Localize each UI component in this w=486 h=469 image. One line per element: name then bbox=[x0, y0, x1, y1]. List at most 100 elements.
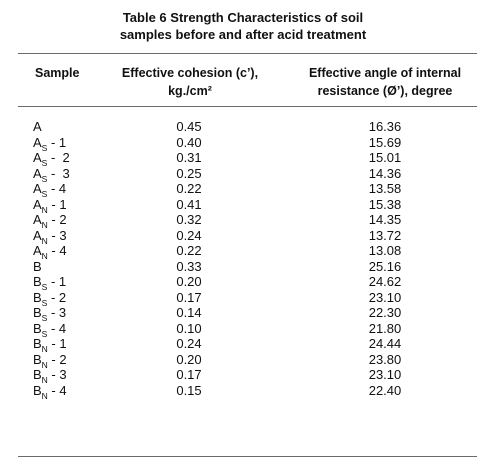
sample-subscript: N bbox=[41, 390, 48, 401]
cohesion-cell: 0.25 bbox=[176, 165, 202, 181]
sample-suffix: - 3 bbox=[47, 227, 67, 243]
sample-base: B bbox=[33, 351, 42, 367]
header-sample-label: Sample bbox=[35, 66, 80, 80]
header-angle-line-2: resistance (Ø’), degree bbox=[317, 84, 453, 98]
sample-cell: AS - 2 bbox=[33, 150, 70, 168]
sample-suffix: - 4 bbox=[47, 243, 67, 258]
angle-cell: 23.80 bbox=[368, 351, 402, 367]
table-row: BN - 2 0.20 23.80 bbox=[0, 351, 486, 370]
sample-cell: AN - 2 bbox=[33, 212, 67, 230]
sample-base: A bbox=[33, 212, 42, 227]
sample-cell: BS - 2 bbox=[33, 290, 66, 308]
sample-subscript: N bbox=[41, 235, 48, 246]
sample-subscript: N bbox=[41, 251, 48, 261]
sample-cell: AS - 1 bbox=[33, 135, 66, 153]
cohesion-cell: 0.24 bbox=[176, 227, 202, 243]
sample-subscript: S bbox=[41, 282, 48, 292]
sample-base: B bbox=[33, 274, 42, 289]
sample-cell: AS - 3 bbox=[33, 166, 70, 184]
sample-suffix: - 4 bbox=[47, 181, 67, 196]
table-row: AN - 2 0.32 14.35 bbox=[0, 212, 486, 230]
sample-base: A bbox=[33, 196, 42, 212]
header-sample: Sample bbox=[28, 64, 105, 82]
sample-suffix: - 2 bbox=[47, 150, 70, 165]
cohesion-cell: 0.20 bbox=[176, 351, 202, 367]
sample-base: B bbox=[33, 305, 42, 320]
sample-base: A bbox=[33, 227, 42, 243]
sample-suffix: - 2 bbox=[47, 289, 67, 305]
sample-base: A bbox=[33, 119, 42, 134]
sample-subscript: S bbox=[41, 297, 48, 308]
header-cohesion: Effective cohesion (c’), kg./cm² bbox=[100, 64, 280, 100]
table-row: BN - 4 0.15 22.40 bbox=[0, 382, 486, 401]
table-title-line-1: Table 6 Strength Characteristics of soil bbox=[122, 10, 364, 25]
table-row: BS - 4 0.10 21.80 bbox=[0, 320, 486, 339]
sample-cell: BN - 2 bbox=[33, 352, 67, 370]
sample-suffix: - 1 bbox=[47, 336, 67, 351]
cohesion-cell: 0.17 bbox=[176, 367, 202, 382]
sample-suffix: - 2 bbox=[47, 212, 67, 227]
table-row: BN - 1 0.24 24.44 bbox=[0, 336, 486, 354]
cohesion-cell: 0.17 bbox=[176, 289, 202, 305]
sample-subscript: N bbox=[41, 220, 48, 230]
sample-suffix: - 1 bbox=[47, 274, 67, 289]
sample-subscript: N bbox=[41, 375, 48, 385]
cohesion-cell: 0.15 bbox=[176, 382, 202, 398]
sample-cell: BN - 3 bbox=[33, 367, 67, 385]
cohesion-cell: 0.32 bbox=[176, 212, 202, 227]
table-body: A 0.45 16.36 AS - 1 0.40 15.69 AS - 2 0.… bbox=[0, 119, 486, 401]
cohesion-cell: 0.22 bbox=[176, 181, 202, 196]
table-row: AS - 4 0.22 13.58 bbox=[0, 181, 486, 199]
sample-base: A bbox=[33, 150, 42, 165]
sample-suffix: - 3 bbox=[47, 367, 67, 382]
sample-cell: BS - 1 bbox=[33, 274, 66, 292]
cohesion-cell: 0.45 bbox=[176, 119, 202, 134]
sample-base: A bbox=[33, 165, 42, 181]
angle-cell: 15.01 bbox=[368, 150, 402, 165]
sample-cell: A bbox=[33, 119, 42, 137]
sample-suffix: - 4 bbox=[47, 320, 67, 336]
sample-cell: BN - 1 bbox=[33, 336, 67, 354]
sample-suffix: - 3 bbox=[47, 165, 70, 181]
table-row: AN - 3 0.24 13.72 bbox=[0, 227, 486, 246]
sample-subscript: S bbox=[41, 328, 48, 339]
sample-subscript: N bbox=[41, 344, 48, 354]
sample-base: B bbox=[33, 258, 42, 274]
sample-subscript: S bbox=[41, 142, 48, 153]
sample-base: A bbox=[33, 134, 42, 150]
angle-cell: 14.35 bbox=[368, 212, 402, 227]
angle-cell: 24.62 bbox=[368, 274, 402, 289]
sample-cell: AN - 3 bbox=[33, 228, 67, 246]
cohesion-cell: 0.20 bbox=[176, 274, 202, 289]
header-angle: Effective angle of internal resistance (… bbox=[290, 64, 480, 100]
sample-cell: AN - 4 bbox=[33, 243, 67, 261]
table-row: AN - 4 0.22 13.08 bbox=[0, 243, 486, 261]
angle-cell: 24.44 bbox=[368, 336, 402, 351]
table-row: AS - 2 0.31 15.01 bbox=[0, 150, 486, 168]
sample-base: B bbox=[33, 289, 42, 305]
angle-cell: 13.08 bbox=[368, 243, 402, 258]
sample-suffix: - 4 bbox=[47, 382, 67, 398]
cohesion-cell: 0.41 bbox=[176, 196, 202, 212]
angle-cell: 13.58 bbox=[368, 181, 402, 196]
sample-base: A bbox=[33, 243, 42, 258]
sample-suffix: - 1 bbox=[47, 196, 67, 212]
angle-cell: 15.69 bbox=[368, 134, 402, 150]
sample-cell: AN - 1 bbox=[33, 197, 67, 215]
table-row: BS - 2 0.17 23.10 bbox=[0, 289, 486, 308]
table-row: BN - 3 0.17 23.10 bbox=[0, 367, 486, 385]
angle-cell: 23.10 bbox=[368, 289, 402, 305]
sample-base: B bbox=[33, 367, 42, 382]
sample-base: B bbox=[33, 336, 42, 351]
sample-base: B bbox=[33, 320, 42, 336]
header-angle-line-1: Effective angle of internal bbox=[308, 66, 462, 80]
angle-cell: 23.10 bbox=[368, 367, 402, 382]
angle-cell: 25.16 bbox=[368, 258, 402, 274]
table-row: AS - 1 0.40 15.69 bbox=[0, 134, 486, 153]
table-row: A 0.45 16.36 bbox=[0, 119, 486, 135]
top-rule bbox=[18, 53, 477, 54]
header-rule bbox=[18, 106, 477, 107]
angle-cell: 21.80 bbox=[368, 320, 402, 336]
table-row: BS - 3 0.14 22.30 bbox=[0, 305, 486, 323]
angle-cell: 22.30 bbox=[368, 305, 402, 320]
